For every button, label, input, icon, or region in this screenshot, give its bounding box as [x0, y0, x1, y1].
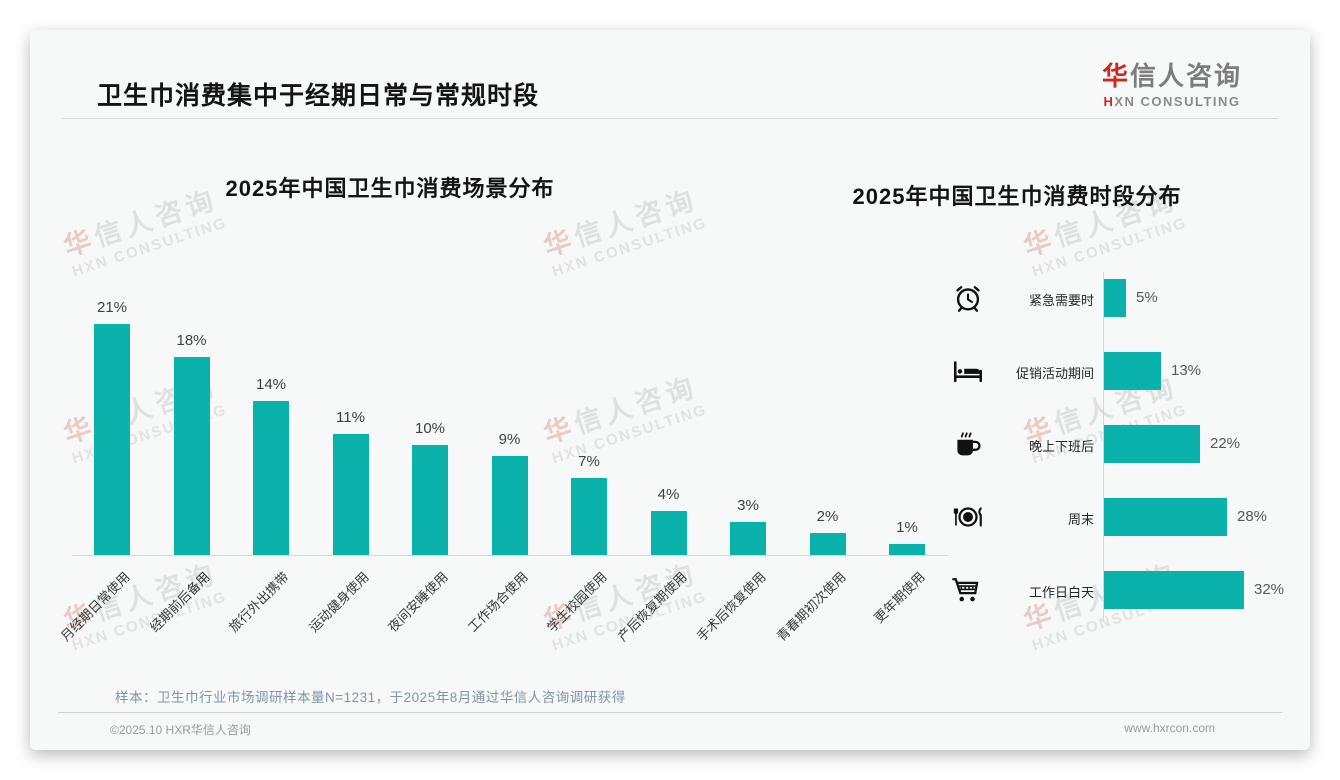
header-divider — [62, 118, 1278, 119]
bar-value-label: 14% — [255, 376, 287, 393]
x-axis-line — [72, 555, 948, 556]
bar-value-label: 13% — [1171, 362, 1202, 379]
bar — [94, 324, 130, 555]
bar — [730, 522, 766, 555]
coffee-icon — [950, 427, 986, 461]
bar — [889, 544, 925, 555]
bar — [1104, 425, 1200, 463]
bar-value-label: 18% — [176, 332, 207, 349]
y-axis-line — [1103, 272, 1104, 622]
company-logo: 华信人咨询 HXN CONSULTING — [1102, 56, 1242, 109]
sample-note: 样本：卫生巾行业市场调研样本量N=1231，于2025年8月通过华信人咨询调研获… — [115, 690, 626, 705]
bar-value-label: 10% — [414, 420, 446, 437]
shopping-cart-icon — [950, 573, 986, 607]
bar-value-label: 5% — [1136, 289, 1158, 306]
bar — [1104, 498, 1227, 536]
bar — [253, 401, 289, 555]
bar — [571, 478, 607, 555]
bar — [412, 445, 448, 555]
bar-value-label: 32% — [1254, 581, 1285, 598]
page-title: 卫生巾消费集中于经期日常与常规时段 — [97, 82, 540, 110]
bar-value-label: 4% — [657, 486, 680, 503]
footer-divider — [58, 712, 1282, 713]
logo-en-first: H — [1103, 94, 1115, 109]
category-label: 促销活动期间 — [1015, 366, 1094, 381]
scenario-bar-chart: 21% 月经期日常使用 18% 经期前后备用 14% 旅行外出携带 11% 运动健身使用 10%… — [30, 30, 1310, 750]
bar-value-label: 7% — [578, 453, 600, 470]
footer-website: www.hxrcon.com — [1124, 721, 1215, 735]
left-chart-title: 2025年中国卫生巾消费场景分布 — [225, 176, 555, 201]
bar — [1104, 352, 1161, 390]
dining-icon — [950, 500, 986, 534]
bar — [1104, 279, 1126, 317]
category-label: 晚上下班后 — [1028, 439, 1094, 454]
bar — [1104, 571, 1244, 609]
logo-cn: 华信人咨询 — [1102, 56, 1242, 93]
bar-value-label: 2% — [816, 508, 839, 525]
timeslot-bar-chart: 紧急需要时 5% 促销活动期间 13% 晚上下班后 22% 周末 28% 工作日白天 32% — [30, 30, 1310, 750]
alarm-clock-icon — [950, 281, 986, 315]
bar — [650, 511, 687, 555]
bar — [332, 434, 369, 555]
bar-value-label: 28% — [1237, 508, 1268, 525]
bar — [173, 357, 210, 555]
category-label: 工作日白天 — [1028, 585, 1094, 600]
bar — [809, 533, 846, 555]
bar-value-label: 11% — [336, 409, 365, 426]
logo-en-rest: XN CONSULTING — [1114, 94, 1241, 109]
footer-copyright: ©2025.10 HXR华信人咨询 — [110, 723, 251, 737]
bar — [491, 456, 528, 555]
logo-cn-rest: 信人咨询 — [1129, 61, 1242, 91]
logo-en: HXN CONSULTING — [1102, 94, 1242, 109]
report-card: 卫生巾消费集中于经期日常与常规时段 华信人咨询 HXN CONSULTING 华… — [30, 30, 1310, 750]
bar-value-label: 3% — [737, 497, 759, 514]
bar-value-label: 21% — [96, 299, 128, 316]
logo-cn-first: 华 — [1101, 61, 1130, 91]
category-label: 周末 — [1067, 512, 1094, 527]
bed-icon — [950, 354, 986, 388]
bar-value-label: 9% — [498, 431, 521, 448]
right-chart-title: 2025年中国卫生巾消费时段分布 — [852, 184, 1182, 209]
bar-value-label: 1% — [896, 519, 918, 536]
bar-value-label: 22% — [1210, 435, 1241, 452]
category-label: 紧急需要时 — [1028, 293, 1094, 308]
